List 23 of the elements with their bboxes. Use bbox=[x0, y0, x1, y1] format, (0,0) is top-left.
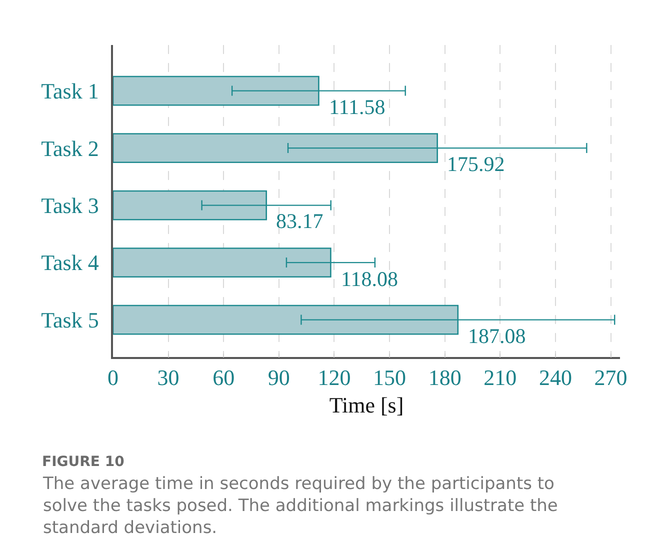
x-tick-label: 60 bbox=[212, 365, 235, 390]
x-tick-label: 30 bbox=[157, 365, 180, 390]
y-tick-label: Task 2 bbox=[41, 136, 99, 161]
caption: FIGURE 10 bbox=[42, 454, 125, 470]
x-tick-label: 180 bbox=[428, 365, 462, 390]
x-tick-label: 90 bbox=[268, 365, 290, 390]
y-tick-label: Task 1 bbox=[41, 78, 99, 104]
y-tick-label: Task 5 bbox=[41, 307, 99, 332]
y-tick-label: Task 3 bbox=[41, 192, 99, 218]
x-tick-label: 210 bbox=[484, 365, 517, 390]
x-axis-title: Time [s] bbox=[329, 392, 404, 418]
data-label: 175.92 bbox=[447, 152, 505, 176]
x-tick-label: 270 bbox=[594, 365, 628, 390]
data-label: 111.58 bbox=[329, 95, 386, 119]
x-tick-label: 120 bbox=[318, 365, 351, 390]
data-label: 187.08 bbox=[468, 324, 526, 348]
x-tick-label: 150 bbox=[373, 365, 406, 390]
y-tick-label: Task 4 bbox=[41, 250, 99, 276]
x-tick-label: 0 bbox=[108, 365, 118, 390]
data-label: 118.08 bbox=[341, 267, 398, 291]
text: The average time in seconds required by the participants to solve the tasks posed. The additional markings illustrate the standard deviations. bbox=[42, 474, 558, 538]
x-tick-label: 240 bbox=[538, 365, 572, 390]
data-label: 83.17 bbox=[276, 209, 324, 233]
